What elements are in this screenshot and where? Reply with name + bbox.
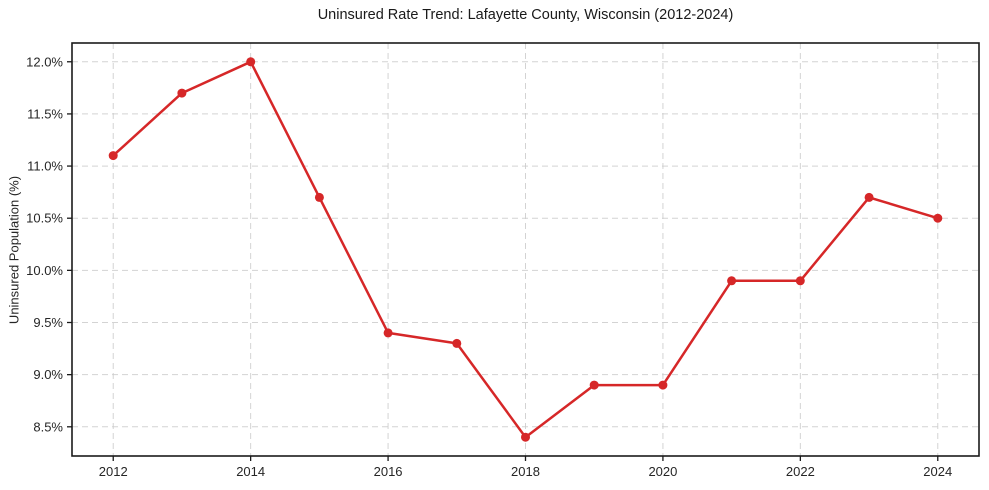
- data-point-marker: [795, 276, 805, 286]
- x-tick-label: 2018: [511, 464, 540, 479]
- x-tick-label: 2024: [923, 464, 952, 479]
- y-tick-label: 9.5%: [33, 315, 63, 330]
- data-point-marker: [246, 57, 256, 67]
- data-point-marker: [314, 192, 324, 202]
- y-tick-label: 8.5%: [33, 419, 63, 434]
- data-point-marker: [933, 213, 943, 223]
- y-tick-label: 12.0%: [26, 54, 63, 69]
- data-point-marker: [658, 380, 668, 390]
- x-tick-label: 2022: [786, 464, 815, 479]
- y-tick-label: 11.0%: [27, 159, 63, 174]
- x-tick-label: 2020: [648, 464, 677, 479]
- x-tick-label: 2012: [99, 464, 128, 479]
- chart-title: Uninsured Rate Trend: Lafayette County, …: [317, 7, 734, 23]
- data-point-marker: [521, 432, 530, 442]
- data-point-marker: [727, 276, 737, 286]
- data-point-marker: [108, 151, 118, 161]
- x-tick-label: 2016: [374, 464, 403, 479]
- x-tick-label: 2014: [236, 464, 265, 479]
- data-point-marker: [452, 338, 462, 348]
- y-tick-label: 11.5%: [27, 106, 63, 121]
- data-point-marker: [589, 380, 599, 390]
- data-point-marker: [383, 328, 393, 338]
- y-tick-label: 10.0%: [26, 263, 63, 278]
- y-tick-label: 10.5%: [26, 211, 63, 226]
- data-point-marker: [864, 192, 874, 202]
- y-tick-label: 9.0%: [33, 367, 63, 382]
- data-point-marker: [177, 88, 187, 98]
